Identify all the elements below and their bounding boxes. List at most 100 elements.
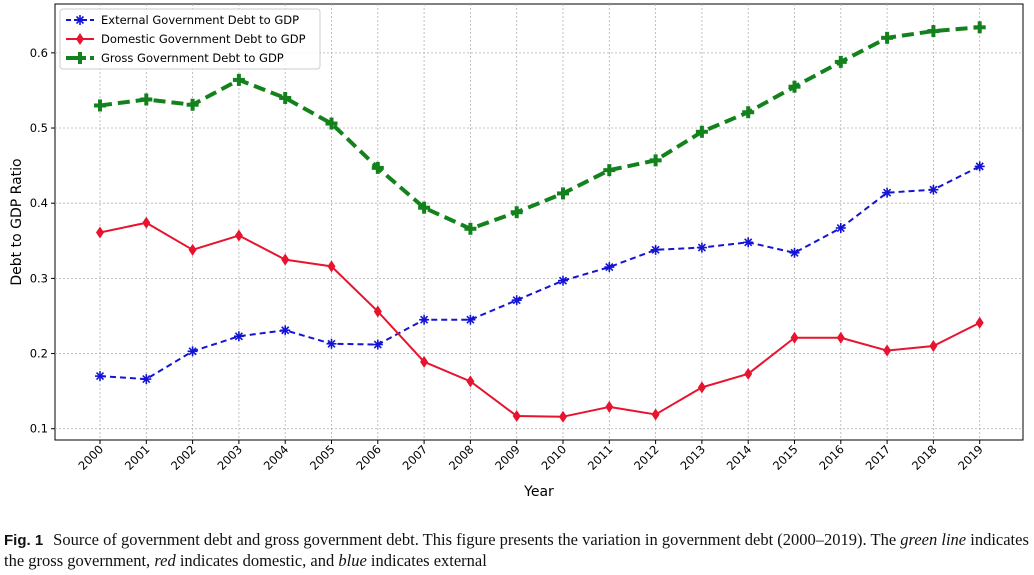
data-point: [232, 73, 245, 86]
data-point: [141, 374, 152, 385]
data-point: [789, 247, 800, 258]
x-tick-label: 2017: [863, 442, 894, 473]
y-tick-label: 0.4: [30, 196, 48, 210]
x-tick-label: 2007: [400, 442, 431, 473]
data-point: [465, 314, 476, 325]
data-point: [234, 229, 243, 242]
data-point: [605, 400, 614, 413]
data-point: [974, 161, 985, 172]
series-line: [99, 25, 980, 231]
caption-blue-word: blue: [338, 551, 367, 570]
x-tick-label: 2015: [770, 442, 801, 473]
data-point: [559, 410, 567, 423]
x-tick-label: 2016: [816, 442, 847, 473]
data-point: [836, 331, 845, 344]
data-point: [744, 367, 753, 380]
data-point: [928, 184, 939, 195]
x-tick-label: 2000: [76, 442, 107, 473]
caption-text: Source of government debt and gross gove…: [53, 530, 901, 549]
data-point: [557, 187, 569, 200]
data-point: [464, 222, 477, 235]
data-point: [325, 117, 338, 130]
data-point: [695, 125, 708, 138]
data-point: [790, 331, 799, 344]
series-line: [99, 165, 981, 381]
x-tick-label: 2001: [122, 442, 153, 473]
y-axis-label: Debt to GDP Ratio: [9, 158, 25, 285]
x-tick-label: 2005: [307, 442, 338, 473]
data-point: [466, 375, 475, 388]
data-point: [697, 381, 706, 394]
data-point: [882, 187, 893, 198]
y-tick-label: 0.6: [30, 46, 48, 60]
x-tick-label: 2014: [724, 442, 755, 473]
data-point: [95, 371, 105, 382]
x-tick-label: 2019: [955, 442, 986, 473]
x-tick-label: 2009: [492, 442, 523, 473]
data-point: [788, 80, 801, 93]
data-point: [279, 91, 292, 104]
y-tick-label: 0.3: [30, 271, 48, 285]
data-point: [326, 338, 337, 349]
x-tick-label: 2010: [539, 442, 570, 473]
x-tick-label: 2006: [353, 442, 384, 473]
data-point: [281, 253, 290, 266]
x-tick-label: 2013: [677, 442, 708, 473]
x-tick-label: 2008: [446, 442, 477, 473]
series-line: [99, 221, 981, 418]
data-point: [140, 93, 153, 106]
figure-label: Fig. 1: [4, 532, 44, 549]
x-tick-label: 2018: [909, 442, 940, 473]
grid-lines: [55, 4, 1023, 440]
data-point: [280, 325, 291, 336]
x-axis-ticks: 2000 2001 2002 2003 2004 2005 2006 2007 2008 2009…: [76, 440, 986, 473]
data-point: [927, 25, 940, 38]
data-point: [881, 31, 894, 44]
data-point: [142, 216, 151, 229]
x-axis-label: Year: [523, 484, 554, 500]
data-point: [742, 106, 755, 119]
data-point: [94, 99, 106, 112]
legend-frame: [59, 8, 321, 70]
data-point: [649, 154, 662, 167]
data-point: [603, 164, 616, 177]
data-point: [883, 344, 892, 357]
data-point: [975, 316, 984, 329]
y-tick-label: 0.1: [30, 422, 48, 436]
data-point: [74, 52, 86, 64]
data-point: [650, 244, 661, 255]
caption-green-word: green line: [900, 530, 967, 549]
legend-label: External Government Debt to GDP: [101, 13, 299, 27]
data-point: [233, 331, 244, 342]
data-point: [372, 339, 383, 350]
data-point: [651, 408, 660, 421]
figure-caption: Fig. 1 Source of government debt and gros…: [4, 530, 1032, 571]
y-axis-ticks: 0.1 0.2 0.3 0.4 0.5 0.6: [30, 46, 55, 436]
data-point: [419, 314, 430, 325]
x-tick-label: 2002: [168, 442, 199, 473]
data-point: [604, 262, 615, 273]
legend-label: Domestic Government Debt to GDP: [101, 32, 306, 46]
data-point: [696, 242, 707, 253]
caption-text: indicates the gross government,: [4, 530, 1029, 570]
data-point: [929, 340, 938, 353]
caption-red-word: red: [154, 551, 176, 570]
data-point: [187, 346, 198, 357]
data-point: [834, 55, 847, 68]
data-point: [371, 161, 384, 174]
data-point: [558, 275, 568, 286]
caption-text: indicates domestic, and: [175, 551, 339, 570]
data-point: [511, 295, 522, 306]
data-point: [835, 223, 846, 234]
legend-label: Gross Government Debt to GDP: [101, 51, 284, 65]
y-tick-label: 0.2: [30, 347, 48, 361]
data-point: [186, 98, 199, 111]
debt-chart: 0.10.20.30.40.50.6 2000 2001 2002 2003 2004 2…: [9, 3, 1024, 500]
y-tick-label: 0.5: [30, 121, 48, 135]
caption-text: indicates external: [366, 551, 487, 570]
legend: External Government Debt to GDP Domestic …: [59, 8, 321, 70]
data-point: [76, 33, 84, 45]
data-point: [96, 226, 104, 239]
x-tick-label: 2011: [585, 442, 616, 473]
plot-area: [54, 3, 1024, 441]
